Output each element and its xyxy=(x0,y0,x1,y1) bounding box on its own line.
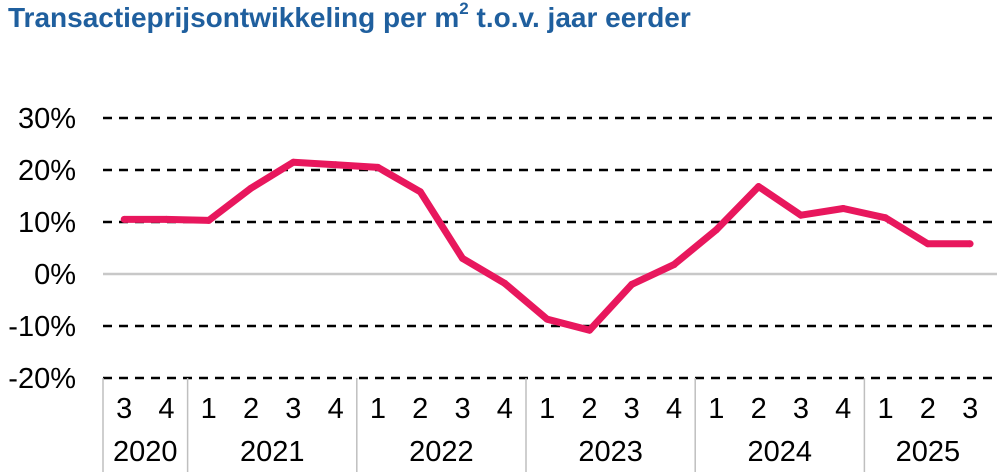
x-tick-label-quarter: 1 xyxy=(539,393,555,425)
y-tick-label: 0% xyxy=(34,259,76,291)
y-tick-label: 20% xyxy=(18,155,76,187)
data-point xyxy=(924,240,932,248)
x-tick-label-quarter: 2 xyxy=(243,393,259,425)
y-tick-label: 10% xyxy=(18,207,76,239)
x-tick-label-quarter: 3 xyxy=(285,393,301,425)
x-tick-label-quarter: 3 xyxy=(454,393,470,425)
x-tick-label-year: 2021 xyxy=(240,436,305,468)
x-tick-label-year: 2024 xyxy=(748,436,813,468)
chart-title-superscript: 2 xyxy=(459,0,469,18)
data-point xyxy=(120,215,128,223)
x-tick-label-quarter: 2 xyxy=(920,393,936,425)
x-tick-label-quarter: 2 xyxy=(412,393,428,425)
x-tick-label-quarter: 4 xyxy=(328,393,344,425)
x-tick-label-quarter: 1 xyxy=(370,393,386,425)
x-tick-label-quarter: 2 xyxy=(581,393,597,425)
data-point xyxy=(289,158,297,166)
data-point xyxy=(839,205,847,212)
data-point xyxy=(628,280,636,288)
x-tick-label-quarter: 4 xyxy=(666,393,682,425)
x-tick-label-year: 2023 xyxy=(578,436,643,468)
data-point xyxy=(205,216,213,224)
x-tick-label-quarter: 3 xyxy=(116,393,132,425)
x-tick-label-quarter: 4 xyxy=(497,393,513,425)
data-point xyxy=(374,163,382,171)
data-point xyxy=(332,161,340,169)
y-tick-label: -20% xyxy=(8,363,76,395)
gridlines xyxy=(103,116,997,380)
data-point xyxy=(712,226,720,234)
chart-title-rest: t.o.v. jaar eerder xyxy=(468,2,691,33)
x-tick-label-quarter: 3 xyxy=(962,393,978,425)
data-point xyxy=(501,279,509,287)
x-tick-label-quarter: 1 xyxy=(708,393,724,425)
y-tick-label: -10% xyxy=(8,311,76,343)
x-tick-label-quarter: 1 xyxy=(201,393,217,425)
data-point xyxy=(543,315,551,323)
chart-title: Transactieprijsontwikkeling per m2 t.o.v… xyxy=(8,0,691,34)
y-tick-label: 30% xyxy=(18,103,76,135)
data-point xyxy=(797,211,805,219)
series-lines xyxy=(120,158,974,334)
data-point xyxy=(459,254,466,262)
x-axis xyxy=(102,378,866,472)
data-point xyxy=(586,326,593,334)
data-point xyxy=(670,261,678,269)
x-tick-label-quarter: 1 xyxy=(877,393,893,425)
chart-title-main: Transactieprijsontwikkeling per m xyxy=(8,2,460,33)
x-tick-label-year: 2025 xyxy=(896,436,961,468)
data-point xyxy=(416,188,424,196)
data-point xyxy=(247,184,255,192)
y-axis-tick-labels: -20% -10% 0% 10% 20% 30% xyxy=(8,103,76,395)
x-tick-label-quarter: 4 xyxy=(158,393,174,425)
x-tick-label-quarter: 3 xyxy=(624,393,640,425)
data-point xyxy=(162,215,170,223)
x-tick-label-year: 2020 xyxy=(113,436,178,468)
data-point xyxy=(882,214,889,222)
data-point xyxy=(755,183,763,191)
x-tick-label-quarter: 2 xyxy=(751,393,767,425)
data-point xyxy=(966,240,974,248)
x-tick-label-year: 2022 xyxy=(409,436,474,468)
x-tick-label-quarter: 4 xyxy=(835,393,851,425)
x-tick-label-quarter: 3 xyxy=(793,393,809,425)
